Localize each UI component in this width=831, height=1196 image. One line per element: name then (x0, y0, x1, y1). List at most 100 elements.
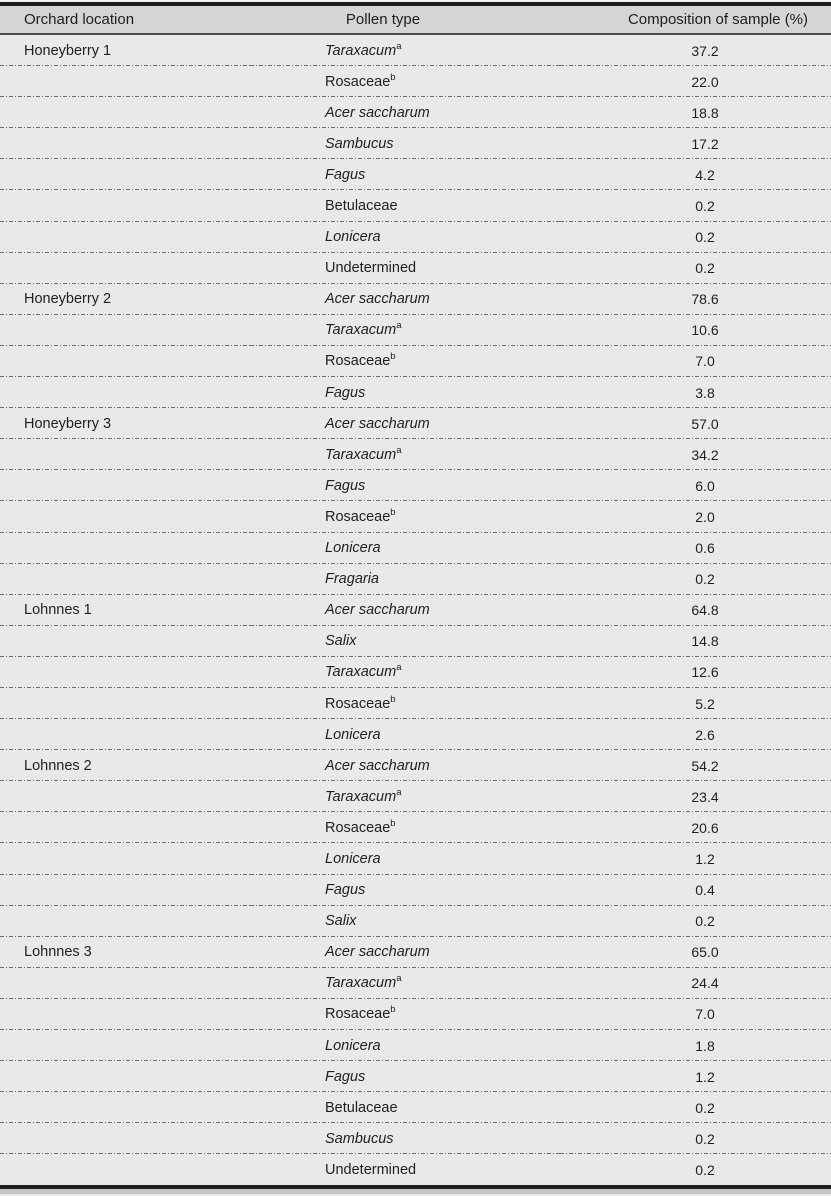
pollen-name: Rosaceae (325, 819, 391, 836)
pollen-name: Rosaceae (325, 508, 391, 525)
orchard-location-cell (0, 501, 250, 533)
pollen-name: Lonicera (325, 726, 381, 743)
pollen-type-cell: Undetermined (250, 1154, 560, 1185)
orchard-location-cell (0, 470, 250, 502)
footnote-marker: a (396, 320, 402, 332)
pollen-type-cell: Taraxacuma (250, 781, 560, 813)
pollen-type-cell: Undetermined (250, 252, 560, 284)
footnote-marker: a (396, 444, 402, 456)
orchard-location-cell: Honeyberry 2 (0, 283, 250, 315)
orchard-location-cell (0, 967, 250, 999)
footnote-marker: a (396, 662, 402, 674)
pollen-type-cell: Acer saccharum (250, 594, 560, 626)
table-row: Salix 0.2 (0, 905, 831, 937)
composition-value-cell: 3.8 (560, 377, 831, 409)
orchard-location-cell (0, 128, 250, 160)
composition-value-cell: 78.6 (560, 283, 831, 315)
orchard-location-cell (0, 97, 250, 129)
pollen-name: Lonicera (325, 229, 381, 246)
table-row: Undetermined 0.2 (0, 252, 831, 284)
pollen-type-cell: Acer saccharum (250, 97, 560, 129)
pollen-name: Taraxacum (325, 975, 397, 992)
pollen-type-cell: Taraxacuma (250, 314, 560, 346)
pollen-name: Lonicera (325, 850, 381, 867)
table-row: Fagus 3.8 (0, 377, 831, 409)
table-row: Taraxacuma 10.6 (0, 314, 831, 346)
table-row: Honeyberry 3 Acer saccharum 57.0 (0, 408, 831, 440)
pollen-type-cell: Fagus (250, 1061, 560, 1093)
orchard-location-cell (0, 1030, 250, 1062)
composition-value-cell: 4.2 (560, 159, 831, 191)
pollen-name: Taraxacum (325, 322, 397, 339)
orchard-location-cell (0, 905, 250, 937)
table-row: Taraxacuma 34.2 (0, 439, 831, 471)
footnote-marker: b (390, 693, 396, 705)
pollen-name: Fragaria (325, 571, 379, 588)
table-row: Acer saccharum 18.8 (0, 97, 831, 129)
column-header-pollen-type: Pollen type (250, 6, 560, 35)
pollen-name: Fagus (325, 384, 366, 401)
composition-value-cell: 20.6 (560, 812, 831, 844)
orchard-location-cell (0, 781, 250, 813)
bottom-edge-strip (0, 1189, 831, 1195)
composition-value-cell: 0.2 (560, 1123, 831, 1155)
table-row: Lohnnes 2 Acer saccharum 54.2 (0, 750, 831, 782)
pollen-name: Acer saccharum (325, 944, 430, 961)
orchard-location-cell: Honeyberry 3 (0, 408, 250, 440)
table-row: Taraxacuma 23.4 (0, 781, 831, 813)
composition-value-cell: 18.8 (560, 97, 831, 129)
orchard-location-cell (0, 719, 250, 751)
table-row: Salix 14.8 (0, 625, 831, 657)
composition-value-cell: 0.2 (560, 190, 831, 222)
pollen-type-cell: Fagus (250, 874, 560, 906)
table-row: Fragaria 0.2 (0, 563, 831, 595)
composition-value-cell: 7.0 (560, 345, 831, 378)
pollen-name: Fagus (325, 882, 366, 899)
column-header-composition: Composition of sample (%) (560, 6, 831, 35)
orchard-location-cell: Lohnnes 1 (0, 594, 250, 626)
column-header-orchard-location: Orchard location (0, 6, 250, 35)
table-row: Lonicera 1.2 (0, 843, 831, 875)
pollen-type-cell: Lonicera (250, 719, 560, 751)
table-row: Betulaceae 0.2 (0, 1092, 831, 1124)
orchard-location-cell (0, 439, 250, 471)
pollen-type-cell: Rosaceaeb (250, 687, 560, 720)
table-body: Honeyberry 1 Taraxacuma 37.2 Rosaceaeb 22.0 A… (0, 34, 831, 1185)
footnote-marker: a (396, 40, 402, 52)
top-edge-strip (0, 0, 831, 2)
table-row: Betulaceae 0.2 (0, 190, 831, 222)
composition-value-cell: 5.2 (560, 687, 831, 720)
composition-value-cell: 0.6 (560, 532, 831, 564)
composition-value-cell: 1.2 (560, 1061, 831, 1093)
composition-value-cell: 12.6 (560, 656, 831, 688)
pollen-type-cell: Fagus (250, 470, 560, 502)
orchard-location-cell (0, 874, 250, 906)
pollen-type-cell: Acer saccharum (250, 936, 560, 968)
pollen-name: Taraxacum (325, 664, 397, 681)
pollen-name: Fagus (325, 166, 366, 183)
composition-value-cell: 65.0 (560, 936, 831, 968)
footnote-marker: b (390, 71, 396, 83)
table-row: Lonicera 0.2 (0, 221, 831, 253)
pollen-type-cell: Acer saccharum (250, 408, 560, 440)
orchard-location-cell (0, 345, 250, 378)
composition-value-cell: 17.2 (560, 128, 831, 160)
composition-value-cell: 0.2 (560, 905, 831, 937)
pollen-type-cell: Betulaceae (250, 1092, 560, 1124)
orchard-location-cell (0, 843, 250, 875)
pollen-name: Lonicera (325, 540, 381, 557)
footnote-marker: b (390, 507, 396, 519)
orchard-location-cell (0, 812, 250, 844)
pollen-name: Undetermined (325, 260, 417, 277)
orchard-location-cell (0, 1092, 250, 1124)
orchard-location-cell: Honeyberry 1 (0, 34, 250, 67)
orchard-location-cell (0, 625, 250, 657)
composition-value-cell: 57.0 (560, 408, 831, 440)
pollen-type-cell: Sambucus (250, 1123, 560, 1155)
header-row: Orchard location Pollen type Composition… (0, 6, 831, 35)
table-row: Fagus 4.2 (0, 159, 831, 191)
pollen-name: Lonicera (325, 1037, 381, 1054)
pollen-type-cell: Sambucus (250, 128, 560, 160)
composition-value-cell: 1.8 (560, 1030, 831, 1062)
